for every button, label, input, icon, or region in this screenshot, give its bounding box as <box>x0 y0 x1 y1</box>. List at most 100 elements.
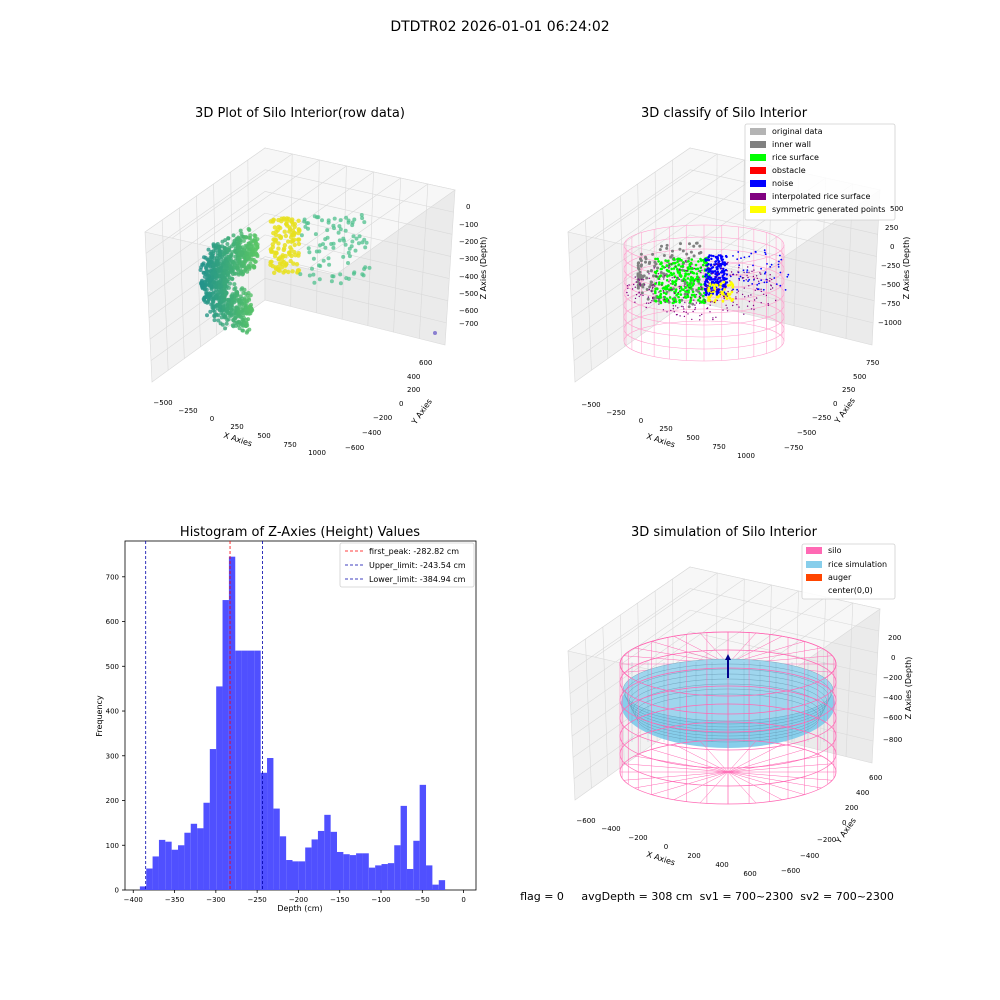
interpolated-point <box>705 285 708 287</box>
rice-surface-point <box>663 287 667 290</box>
grid-line <box>689 609 878 654</box>
histogram-bar <box>311 839 318 890</box>
raw-data-point <box>276 246 281 251</box>
interpolated-point <box>748 285 750 287</box>
histogram-panel: Histogram of Z-Axies (Height) Values −40… <box>95 525 477 913</box>
raw-data-point <box>202 286 207 291</box>
simulation-x-axis-label: X Axies <box>645 850 676 868</box>
inner-wall-point <box>665 246 669 250</box>
noise-point <box>738 277 740 280</box>
raw-data-point <box>273 239 278 244</box>
raw-data-point <box>288 245 293 250</box>
histogram-bar <box>324 814 331 890</box>
classify-point-cloud <box>626 241 790 321</box>
cls-z-tick: 0 <box>890 243 894 251</box>
interpolated-point <box>697 270 699 272</box>
auger-arrow-icon <box>725 654 731 660</box>
interpolated-point <box>668 299 670 302</box>
grid-line <box>622 159 745 245</box>
noise-point <box>732 255 734 257</box>
interpolated-point <box>673 300 675 302</box>
interpolated-point <box>642 279 645 281</box>
interpolated-point <box>716 289 718 292</box>
raw-data-point <box>205 257 210 262</box>
rice-surface-point <box>695 276 699 279</box>
noise-point <box>766 263 768 265</box>
legend-swatch <box>750 128 766 135</box>
sim-x-tick: −400 <box>601 825 620 833</box>
inner-wall-point <box>636 264 640 268</box>
raw-data-point <box>225 306 230 311</box>
raw-data-point <box>306 246 311 251</box>
silo-floor-spoke <box>634 755 729 773</box>
interpolated-point <box>670 263 673 265</box>
grid-line <box>594 572 718 658</box>
raw-data-point <box>338 227 343 232</box>
grid-line <box>689 212 877 257</box>
histogram-bar <box>228 556 236 890</box>
raw-data-point <box>218 268 223 273</box>
raw-y-tick-labels: −600 −400 −200 0 200 400 600 <box>345 359 432 452</box>
interpolated-point <box>753 269 755 271</box>
raw-data-point <box>352 270 357 275</box>
raw-data-point <box>237 326 242 331</box>
raw-panel-title: 3D Plot of Silo Interior(row data) <box>195 106 405 121</box>
histogram-reference-lines <box>145 541 263 890</box>
inner-wall-point <box>644 257 648 261</box>
interpolated-point <box>771 278 773 281</box>
raw-data-point <box>346 261 350 265</box>
raw-data-point <box>313 232 318 237</box>
raw-y-tick: 400 <box>407 373 420 381</box>
interpolated-point <box>723 297 725 300</box>
simulation-z-tick-labels: 200 0 −200 −400 −600 −800 <box>883 634 902 744</box>
interpolated-point <box>721 267 723 270</box>
rice-surface-point <box>688 283 692 287</box>
raw-data-point <box>320 218 324 223</box>
interpolated-point <box>704 301 706 303</box>
raw-data-point <box>230 277 235 281</box>
interpolated-point <box>729 280 731 282</box>
interpolated-point <box>678 269 680 271</box>
noise-point <box>711 280 715 283</box>
silo-floor-spoke <box>727 740 757 773</box>
raw-data-point <box>331 241 336 246</box>
interpolated-point <box>709 311 711 313</box>
noise-point <box>717 254 720 257</box>
raw-data-point <box>246 264 250 269</box>
inner-wall-point <box>681 268 684 272</box>
y-tick-label: 100 <box>106 842 119 850</box>
figure-suptitle: DTDTR02 2026-01-01 06:24:02 <box>390 19 609 35</box>
inner-wall-point <box>639 259 643 263</box>
sim-y-tick: 0 <box>842 819 846 827</box>
histogram-plot-area <box>124 540 477 891</box>
interpolated-point <box>670 309 672 312</box>
raw-x-tick: 0 <box>210 415 214 423</box>
noise-point <box>704 293 707 296</box>
rice-surface-point <box>705 261 708 265</box>
interpolated-point <box>664 275 666 277</box>
interpolated-point <box>716 299 718 302</box>
noise-point <box>747 280 749 282</box>
rice-surface-point <box>666 287 669 291</box>
interpolated-point <box>753 299 756 301</box>
raw-data-point <box>244 235 248 240</box>
interpolated-point <box>701 269 703 271</box>
cls-y-tick: 500 <box>853 373 866 381</box>
raw-data-point <box>226 254 231 259</box>
interpolated-point <box>666 311 668 313</box>
raw-data-point <box>205 278 210 283</box>
grid-line <box>569 191 691 276</box>
grid-line <box>845 602 854 757</box>
raw-data-point <box>283 253 288 259</box>
interpolated-point <box>706 278 708 281</box>
noise-point <box>709 263 713 266</box>
noise-point <box>710 254 713 257</box>
grid-line <box>594 153 718 239</box>
interpolated-point <box>638 279 641 281</box>
rice-surface-point <box>691 290 695 294</box>
raw-outlier-point <box>433 331 437 335</box>
raw-data-point <box>297 228 302 233</box>
raw-data-point <box>224 321 229 326</box>
rice-surface-point <box>698 292 702 295</box>
raw-data-point <box>217 308 222 313</box>
